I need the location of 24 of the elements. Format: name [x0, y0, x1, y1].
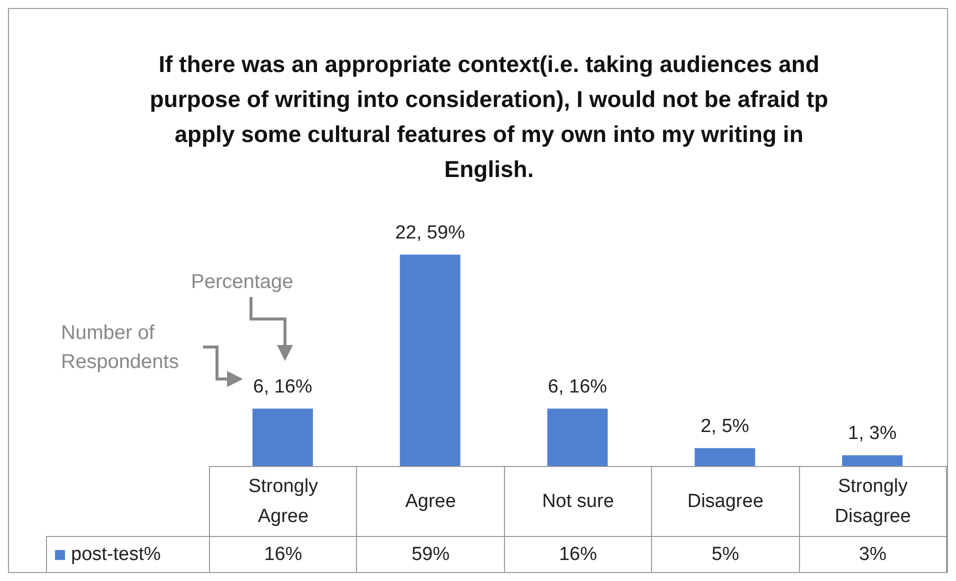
- bar: [252, 408, 313, 466]
- legend-label: post-test%: [46, 536, 210, 573]
- bar: [842, 455, 903, 466]
- bar: [400, 254, 460, 466]
- x-tick-label: Strongly Disagree: [798, 466, 947, 537]
- text: Number of Respondents: [61, 321, 180, 375]
- x-tick-label: Agree: [356, 466, 505, 537]
- data-label: 16%: [504, 536, 652, 573]
- chart-title: If there was an appropriate context(i.e. taking audiences and purpose of writing into consideration), I would not be afraid tp apply some cultural features of my own into my writing in English.: [148, 50, 830, 184]
- annotation: 6, 16%: [548, 376, 608, 398]
- data-label: 16%: [209, 536, 358, 573]
- annotation: 22, 59%: [395, 222, 466, 244]
- bar: [547, 408, 608, 466]
- data-label: 59%: [356, 536, 505, 573]
- x-tick-label: Disagree: [651, 466, 800, 537]
- data-label: 5%: [651, 536, 800, 573]
- annotation: Percentage: [191, 271, 294, 294]
- bar: [694, 448, 756, 466]
- data-label: 3%: [798, 536, 947, 573]
- annotation: 2, 5%: [700, 416, 750, 437]
- x-tick-label: Not sure: [504, 466, 652, 537]
- x-tick-label: Strongly Agree: [209, 466, 358, 537]
- annotation: 6, 16%: [253, 376, 312, 398]
- annotation: 1, 3%: [848, 422, 897, 444]
